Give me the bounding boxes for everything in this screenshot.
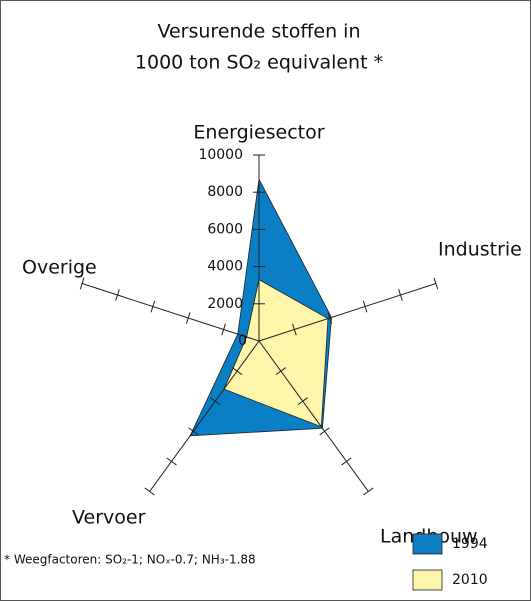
tick-mark xyxy=(327,312,333,324)
axis-line xyxy=(258,340,369,492)
tick-mark xyxy=(188,427,199,436)
tick-mark xyxy=(231,367,243,376)
tick-mark xyxy=(363,487,374,496)
tick-mark xyxy=(115,289,120,301)
tick-label: 4000 xyxy=(207,259,243,275)
legend-swatch xyxy=(412,533,443,555)
tick-mark xyxy=(319,427,330,436)
tick-label: 8000 xyxy=(207,184,243,200)
tick-mark xyxy=(292,323,297,336)
tick-mark xyxy=(79,277,85,290)
axis-line xyxy=(258,283,437,342)
tick-label: 2000 xyxy=(207,296,243,312)
chart-title: 1000 ton SO₂ equivalent * xyxy=(135,52,383,74)
category-label: Vervoer xyxy=(72,507,146,529)
tick-label: 0 xyxy=(238,333,247,349)
tick-mark xyxy=(341,457,352,466)
footnote: * Weegfactoren: SO₂-1; NOₓ-0.7; NH₃-1.88 xyxy=(4,553,256,567)
chart-title: Versurende stoffen in xyxy=(157,21,360,43)
legend-label: 1994 xyxy=(452,536,488,552)
tick-label: 10000 xyxy=(198,147,243,163)
legend-swatch xyxy=(412,569,443,591)
tick-mark xyxy=(221,323,226,336)
tick-mark xyxy=(433,277,439,290)
tick-mark xyxy=(210,397,221,406)
category-label: Energiesector xyxy=(193,122,324,144)
tick-mark xyxy=(144,487,155,496)
axis-line xyxy=(149,340,260,492)
tick-mark xyxy=(362,300,368,313)
category-label: Overige xyxy=(22,257,97,279)
category-label: Industrie xyxy=(438,239,522,261)
tick-label: 6000 xyxy=(207,221,243,237)
radar-area xyxy=(223,279,329,428)
tick-mark xyxy=(150,300,156,313)
tick-mark xyxy=(166,457,177,466)
tick-mark xyxy=(185,312,191,324)
tick-mark xyxy=(275,367,287,376)
legend-label: 2010 xyxy=(452,572,488,588)
axis-line xyxy=(81,283,260,342)
tick-mark xyxy=(398,289,403,301)
tick-mark xyxy=(297,397,308,406)
